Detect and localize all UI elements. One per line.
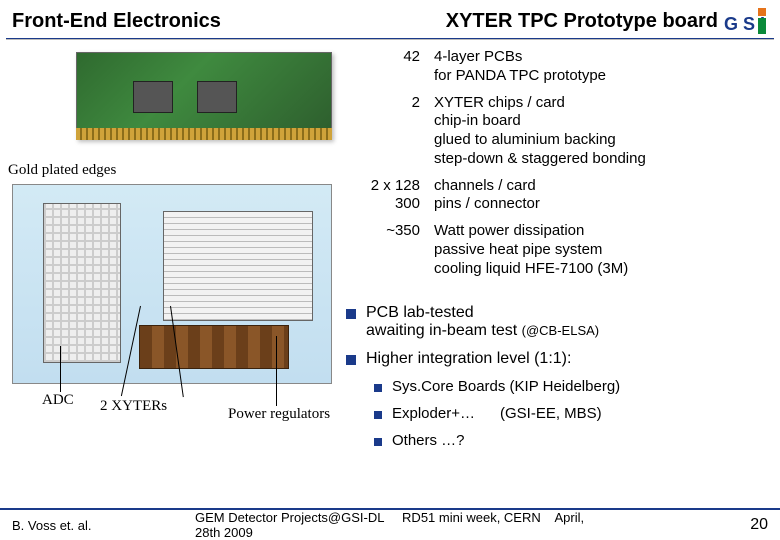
footer-right: 20 — [750, 516, 768, 534]
drawing-chip-a — [43, 203, 121, 363]
pcb-gold-edge — [76, 128, 332, 140]
header-right-text: XYTER TPC Prototype board — [446, 10, 718, 33]
spec-desc: 4-layer PCBs for PANDA TPC prototype — [434, 48, 764, 86]
spec-num: 2 — [356, 94, 434, 169]
bullet-line: PCB lab-tested — [366, 304, 474, 321]
callout-line — [276, 336, 277, 406]
bullet-square-icon — [346, 355, 356, 365]
spec-desc: channels / card pins / connector — [434, 177, 764, 215]
sub-bullet-text: Exploder+… (GSI-EE, MBS) — [392, 405, 602, 422]
slide-header: Front-End Electronics XYTER TPC Prototyp… — [0, 0, 780, 38]
gsi-logo-icon: G S I — [724, 8, 768, 34]
sub-bullet-label: Exploder+… — [392, 405, 475, 422]
bullet-text: Higher integration level (1:1): — [366, 350, 571, 368]
drawing-heatsink — [139, 325, 289, 369]
spec-row: 2 XYTER chips / card chip-in board glued… — [356, 94, 764, 169]
bullet-square-icon — [374, 384, 382, 392]
spec-row: 2 x 128 300 channels / card pins / conne… — [356, 177, 764, 215]
slide-footer: B. Voss et. al. GEM Detector Projects@GS… — [0, 508, 780, 540]
label-gold-edges: Gold plated edges — [8, 162, 116, 179]
sub-bullet-item: Others …? — [374, 432, 766, 449]
bullet-square-icon — [346, 309, 356, 319]
sub-bullet-text: Sys.Core Boards (KIP Heidelberg) — [392, 378, 620, 395]
header-left-title: Front-End Electronics — [12, 10, 221, 33]
footer-author: B. Voss et. al. — [12, 518, 92, 533]
footer-venue: RD51 mini week, CERN — [402, 510, 541, 525]
spec-desc: Watt power dissipation passive heat pipe… — [434, 222, 764, 278]
spec-row: ~350 Watt power dissipation passive heat… — [356, 222, 764, 278]
label-power-regulators: Power regulators — [228, 406, 330, 423]
pcb-photo — [76, 52, 332, 140]
label-xyters: 2 XYTERs — [100, 398, 167, 415]
callout-line — [60, 346, 61, 392]
bullet-line: awaiting in-beam test — [366, 322, 522, 339]
sub-bullet-item: Exploder+… (GSI-EE, MBS) — [374, 405, 766, 422]
header-right-title: XYTER TPC Prototype board G S I — [446, 8, 768, 34]
label-adc: ADC — [42, 392, 74, 409]
sub-bullet-extra: (GSI-EE, MBS) — [500, 405, 602, 422]
bullet-note: (@CB-ELSA) — [522, 323, 600, 338]
bullet-text: PCB lab-tested awaiting in-beam test (@C… — [366, 304, 599, 340]
spec-desc: XYTER chips / card chip-in board glued t… — [434, 94, 764, 169]
bullet-square-icon — [374, 438, 382, 446]
footer-center-text: GEM Detector Projects@GSI-DL — [195, 510, 384, 525]
header-rule — [6, 38, 774, 40]
bullet-list: PCB lab-tested awaiting in-beam test (@C… — [346, 304, 766, 459]
spec-num: 42 — [356, 48, 434, 86]
bullet-item: PCB lab-tested awaiting in-beam test (@C… — [346, 304, 766, 340]
bullet-item: Higher integration level (1:1): — [346, 350, 766, 368]
footer-center: GEM Detector Projects@GSI-DL RD51 mini w… — [195, 510, 585, 540]
specs-block: 42 4-layer PCBs for PANDA TPC prototype … — [356, 48, 764, 286]
drawing-chip-b — [163, 211, 313, 321]
spec-num: 2 x 128 300 — [356, 177, 434, 215]
sub-bullet-text: Others …? — [392, 432, 465, 449]
spec-num: ~350 — [356, 222, 434, 278]
page-number: 20 — [750, 516, 768, 534]
spec-row: 42 4-layer PCBs for PANDA TPC prototype — [356, 48, 764, 86]
bullet-square-icon — [374, 411, 382, 419]
sub-bullet-item: Sys.Core Boards (KIP Heidelberg) — [374, 378, 766, 395]
main-content: Gold plated edges ADC 2 XYTERs Power reg… — [0, 46, 780, 486]
